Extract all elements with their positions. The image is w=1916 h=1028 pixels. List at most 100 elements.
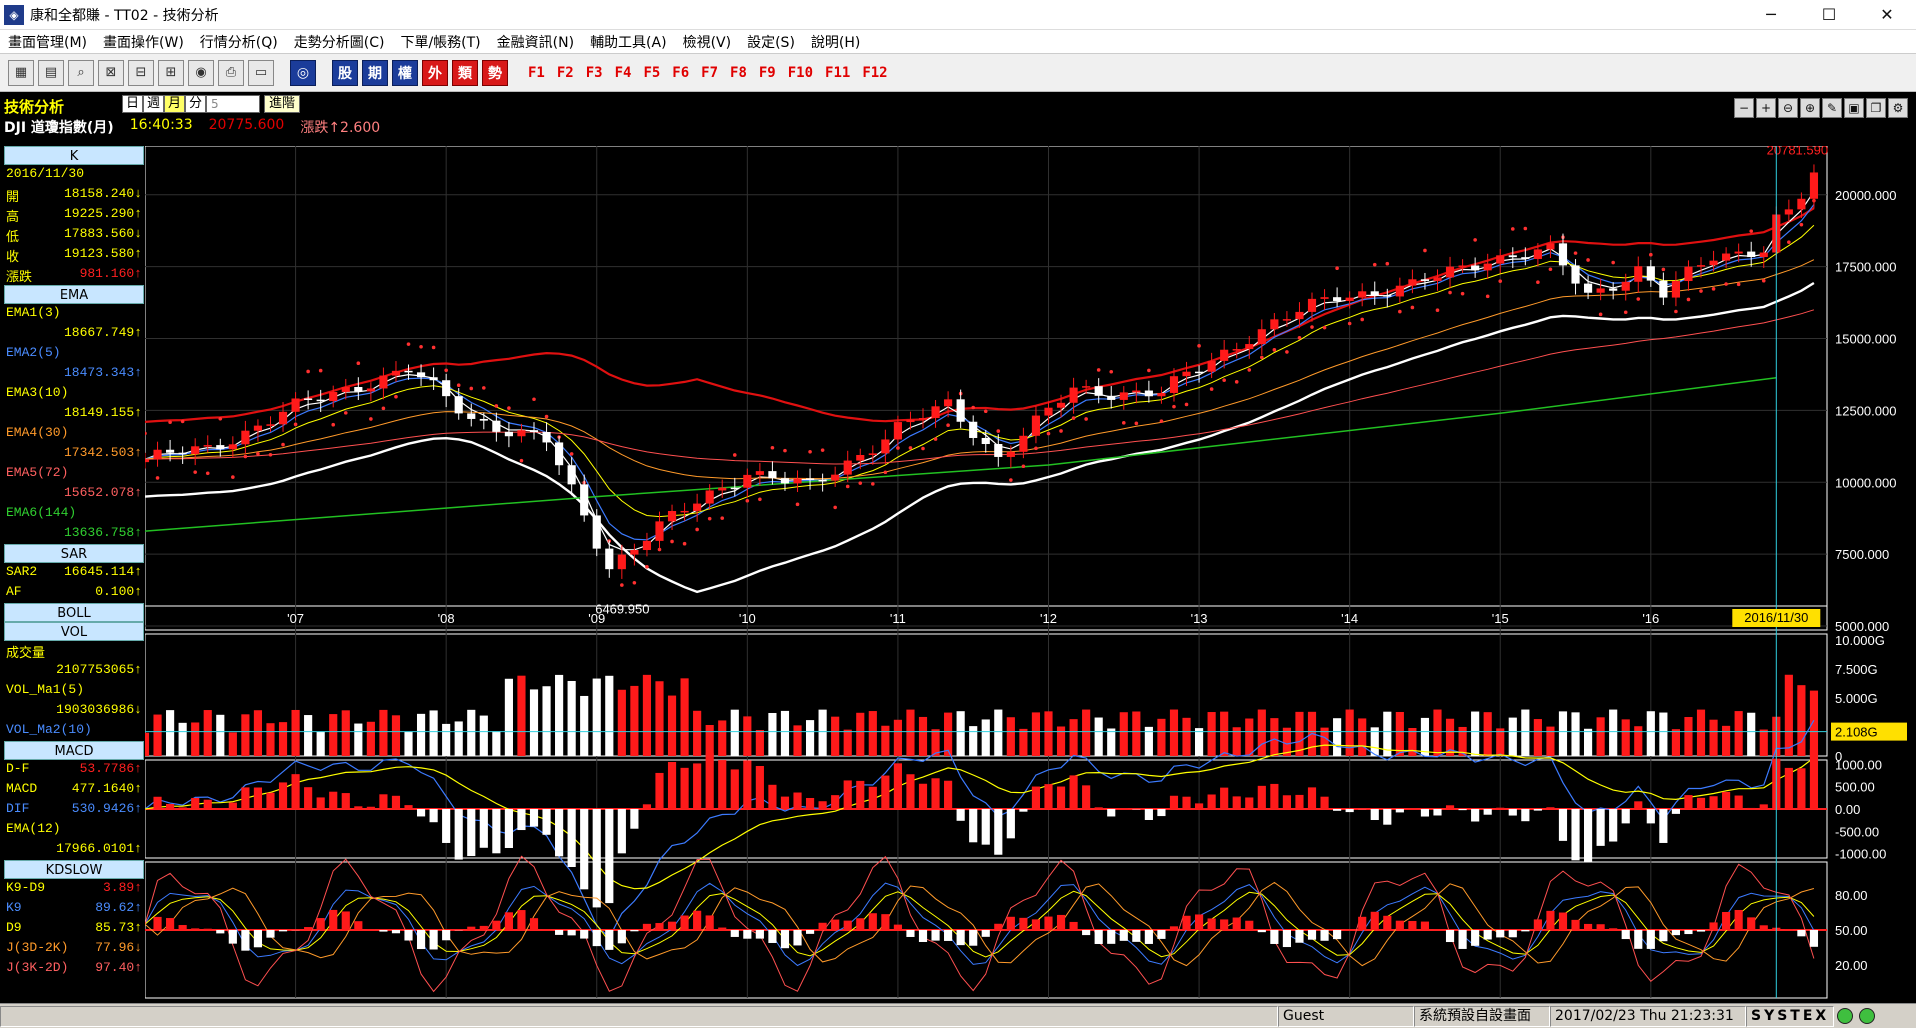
k-section-head[interactable]: K (4, 146, 144, 165)
macd-hist-bar (1671, 809, 1680, 814)
d9-label: D9 (6, 920, 22, 935)
f5-key[interactable]: F5 (643, 64, 661, 81)
sar-dot (1109, 369, 1114, 374)
futures-button[interactable]: 期 (362, 59, 388, 86)
close-window-icon[interactable]: ⊠ (98, 59, 124, 86)
f10-key[interactable]: F10 (787, 64, 814, 81)
sar-dot (1460, 291, 1465, 296)
candle-body (868, 453, 877, 455)
options-button[interactable]: 權 (392, 59, 418, 86)
sar-value: 16645.114↑ (63, 564, 142, 579)
f8-key[interactable]: F8 (730, 64, 747, 81)
sar-dot (281, 442, 285, 447)
close-button[interactable]: ✕ (1880, 5, 1894, 24)
macd-hist-bar (1144, 809, 1153, 820)
f1-key[interactable]: F1 (528, 64, 545, 81)
save-chart-icon[interactable]: ▣ (1844, 98, 1864, 118)
vol-bar (1583, 728, 1593, 756)
menu-help[interactable]: 說明(H) (810, 34, 861, 51)
macd-axis-label: 500.00 (1835, 780, 1875, 795)
tab-minute[interactable]: 分 (185, 95, 207, 113)
settings-icon[interactable]: ⚙ (1888, 98, 1908, 118)
f7-key[interactable]: F7 (701, 64, 719, 81)
category-button[interactable]: 類 (452, 59, 478, 86)
draw-tool-icon[interactable]: ✎ (1822, 98, 1842, 118)
tab-month[interactable]: 月 (164, 95, 186, 113)
macd-section-head[interactable]: MACD (4, 741, 144, 760)
menu-quote-analysis[interactable]: 行情分析(Q) (199, 34, 278, 51)
maximize-button[interactable]: ☐ (1821, 5, 1837, 24)
vol-bar (655, 681, 664, 756)
f2-key[interactable]: F2 (556, 64, 574, 81)
period-select[interactable]: 5 (206, 95, 260, 113)
f6-key[interactable]: F6 (672, 64, 690, 81)
vol-bar (1069, 719, 1078, 756)
vol-ma1-value-row: 1903036986↓ (4, 701, 144, 721)
f3-key[interactable]: F3 (585, 64, 603, 81)
kd-hist-bar (1784, 929, 1793, 930)
boll-section-head[interactable]: BOLL (4, 603, 144, 622)
candle-body (153, 449, 162, 460)
trend-button[interactable]: 勢 (482, 59, 508, 86)
menu-settings[interactable]: 設定(S) (747, 34, 795, 51)
macd-hist-bar (1157, 809, 1166, 817)
f12-key[interactable]: F12 (862, 64, 888, 81)
menu-trend-chart[interactable]: 走勢分析圖(C) (293, 34, 385, 51)
candle-body (1107, 395, 1116, 400)
logo-button[interactable]: ◎ (290, 59, 316, 86)
advanced-button[interactable]: 進階 (264, 95, 301, 113)
sar-dot (1636, 297, 1641, 301)
magnify-minus-icon[interactable]: ⊖ (1778, 98, 1798, 118)
ema-section-head[interactable]: EMA (4, 285, 144, 304)
kd-section-head[interactable]: KDSLOW (4, 860, 144, 879)
ema4-label-row: EMA4(30) (4, 424, 144, 444)
foreign-button[interactable]: 外 (422, 59, 448, 86)
menu-screen-operation[interactable]: 畫面操作(W) (103, 34, 184, 51)
candle-body (1157, 392, 1166, 397)
menu-view[interactable]: 檢視(V) (682, 34, 732, 51)
magnify-plus-icon[interactable]: ⊕ (1800, 98, 1820, 118)
f4-key[interactable]: F4 (614, 64, 632, 81)
menu-order-account[interactable]: 下單/帳務(T) (400, 34, 481, 51)
stock-button[interactable]: 股 (332, 59, 358, 86)
k-open-label: 開 (6, 190, 20, 205)
save-icon[interactable]: ▤ (38, 59, 64, 86)
zoom-out-icon[interactable]: − (1734, 98, 1754, 118)
vol-section-head[interactable]: VOL (4, 622, 144, 641)
candle-body (291, 398, 300, 412)
vol-bar (944, 712, 953, 756)
macd-hist-bar (1709, 796, 1718, 809)
copy-chart-icon[interactable]: ❐ (1866, 98, 1886, 118)
menu-tools[interactable]: 輔助工具(A) (590, 34, 667, 51)
window-icon[interactable]: ⊟ (128, 59, 154, 86)
zoom-in-icon[interactable]: + (1756, 98, 1776, 118)
tab-day[interactable]: 日 (122, 95, 144, 113)
status-datetime: 2017/02/23 Thu 21:23:31 (1550, 1005, 1746, 1027)
globe-icon[interactable]: ◉ (188, 59, 214, 86)
macd-hist-bar (191, 797, 200, 809)
kd-hist-bar (1119, 930, 1128, 941)
sar-dot (1084, 417, 1088, 421)
minimize-button[interactable]: ─ (1766, 5, 1776, 24)
ema12-label: EMA(12) (6, 821, 61, 836)
sar-section-head[interactable]: SAR (4, 544, 144, 563)
j2-value: 97.40↑ (95, 960, 142, 975)
candle-body (529, 430, 539, 433)
vol-bar (1546, 726, 1555, 756)
f11-key[interactable]: F11 (825, 64, 851, 81)
last-price: 20775.600 (208, 117, 285, 133)
tab-week[interactable]: 週 (143, 95, 165, 113)
menu-financial-info[interactable]: 金融資訊(N) (496, 34, 575, 51)
print-icon[interactable]: ⎙ (218, 59, 244, 86)
grid-icon[interactable]: ⊞ (158, 59, 184, 86)
f9-key[interactable]: F9 (758, 64, 776, 81)
ema6-line (145, 376, 1777, 532)
macd-hist-bar (1458, 809, 1467, 811)
status-layout[interactable]: 系統預設自設畫面 (1414, 1005, 1550, 1027)
menu-screen-management[interactable]: 畫面管理(M) (8, 34, 88, 51)
chart-area[interactable]: 20000.000 17500.000 15000.000 12500.000 1000… (145, 146, 1913, 1002)
layout-icon[interactable]: ▦ (8, 59, 34, 86)
vol-axis-label: 10.000G (1835, 633, 1885, 648)
monitor-icon[interactable]: ▭ (248, 59, 274, 86)
search-icon[interactable]: ⌕ (68, 59, 94, 86)
